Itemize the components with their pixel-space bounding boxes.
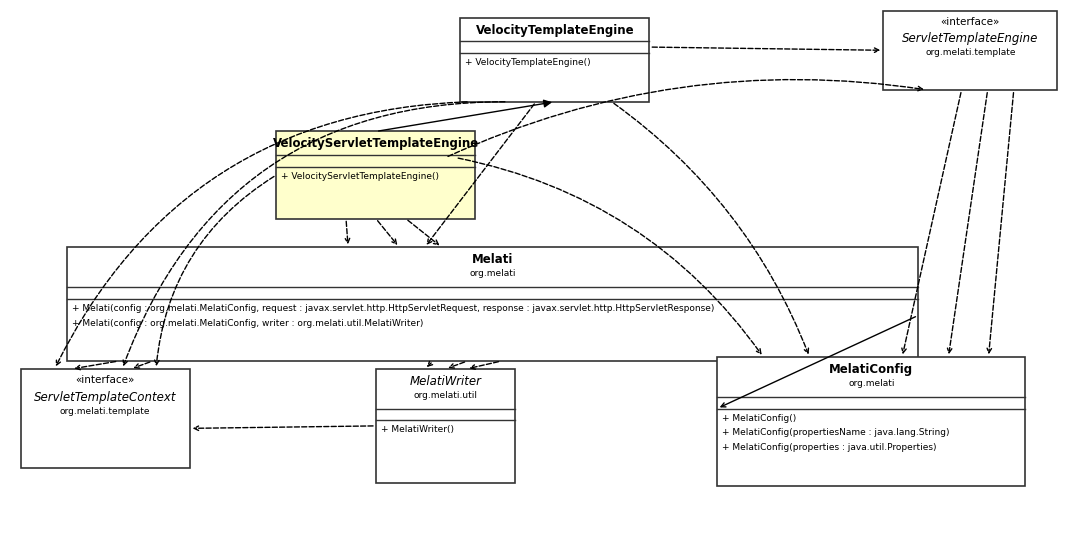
Text: org.melati.template: org.melati.template <box>925 48 1016 57</box>
Text: + VelocityTemplateEngine(): + VelocityTemplateEngine() <box>466 58 591 67</box>
Text: «interface»: «interface» <box>940 17 1000 27</box>
Text: ServletTemplateContext: ServletTemplateContext <box>34 391 176 404</box>
Text: VelocityTemplateEngine: VelocityTemplateEngine <box>476 24 634 37</box>
Text: + MelatiWriter(): + MelatiWriter() <box>381 425 454 434</box>
Text: + VelocityServletTemplateEngine(): + VelocityServletTemplateEngine() <box>281 172 439 181</box>
Text: Melati: Melati <box>472 253 513 266</box>
Text: + MelatiConfig(properties : java.util.Properties): + MelatiConfig(properties : java.util.Pr… <box>722 443 936 452</box>
Text: VelocityServletTemplateEngine: VelocityServletTemplateEngine <box>272 137 479 150</box>
Bar <box>20 369 189 468</box>
Bar <box>461 18 650 102</box>
Text: MelatiConfig: MelatiConfig <box>830 363 914 376</box>
Bar <box>883 11 1058 90</box>
Text: org.melati: org.melati <box>469 269 516 278</box>
Text: org.melati.template: org.melati.template <box>60 407 151 415</box>
Bar <box>376 369 515 483</box>
Text: + Melati(config : org.melati.MelatiConfig, writer : org.melati.util.MelatiWriter: + Melati(config : org.melati.MelatiConfi… <box>72 319 424 327</box>
Bar <box>68 247 918 361</box>
Text: «interface»: «interface» <box>75 375 134 385</box>
Text: org.melati.util: org.melati.util <box>413 391 478 400</box>
Text: + MelatiConfig(): + MelatiConfig() <box>722 413 796 423</box>
Text: + Melati(config : org.melati.MelatiConfig, request : javax.servlet.http.HttpServ: + Melati(config : org.melati.MelatiConfi… <box>72 304 714 313</box>
Bar <box>277 131 476 219</box>
Text: + MelatiConfig(propertiesName : java.lang.String): + MelatiConfig(propertiesName : java.lan… <box>722 428 949 437</box>
Text: MelatiWriter: MelatiWriter <box>410 375 481 388</box>
Bar <box>717 357 1025 486</box>
Text: org.melati: org.melati <box>848 379 894 388</box>
Text: ServletTemplateEngine: ServletTemplateEngine <box>902 32 1038 45</box>
